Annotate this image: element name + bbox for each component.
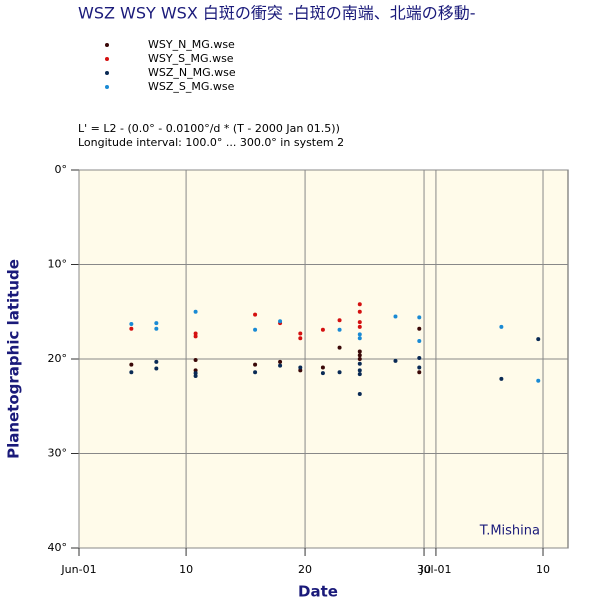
point bbox=[320, 365, 325, 370]
legend-label: WSZ_N_MG.wse bbox=[148, 66, 236, 79]
point bbox=[193, 309, 198, 314]
y-tick-label: 0° bbox=[55, 163, 68, 176]
point bbox=[357, 336, 362, 341]
point bbox=[253, 312, 258, 317]
point bbox=[154, 321, 159, 326]
legend-label: WSZ_S_MG.wse bbox=[148, 80, 235, 93]
subtitle: L' = L2 - (0.0° - 0.0100°/d * (T - 2000 … bbox=[78, 122, 340, 135]
point bbox=[417, 326, 422, 331]
point bbox=[129, 362, 134, 367]
point bbox=[499, 324, 504, 329]
y-axis-label: Planetographic latitude bbox=[5, 259, 23, 459]
point bbox=[357, 361, 362, 366]
point bbox=[499, 376, 504, 381]
point bbox=[357, 353, 362, 358]
point bbox=[253, 327, 258, 332]
point bbox=[536, 337, 541, 342]
point bbox=[154, 359, 159, 364]
x-axis-label: Date bbox=[298, 583, 338, 601]
point bbox=[154, 326, 159, 331]
y-tick-label: 10° bbox=[48, 258, 68, 271]
x-tick-label: 10 bbox=[536, 563, 550, 576]
point bbox=[278, 363, 283, 368]
y-tick-label: 40° bbox=[48, 541, 68, 554]
point bbox=[278, 359, 283, 364]
y-tick-label: 30° bbox=[48, 447, 68, 460]
point bbox=[417, 370, 422, 375]
x-tick-label: 20 bbox=[298, 563, 312, 576]
point bbox=[253, 370, 258, 375]
point bbox=[417, 339, 422, 344]
legend-marker bbox=[105, 43, 109, 47]
point bbox=[154, 366, 159, 371]
point bbox=[193, 357, 198, 362]
point bbox=[253, 362, 258, 367]
point bbox=[393, 314, 398, 319]
x-tick-label: 30 bbox=[417, 563, 431, 576]
point bbox=[337, 318, 342, 323]
point bbox=[298, 365, 303, 370]
point bbox=[298, 368, 303, 373]
point bbox=[337, 345, 342, 350]
point bbox=[417, 356, 422, 361]
point bbox=[193, 371, 198, 376]
point bbox=[298, 331, 303, 336]
annotation: T.Mishina bbox=[479, 524, 540, 539]
point bbox=[337, 370, 342, 375]
point bbox=[298, 336, 303, 341]
x-tick-label: Jun-01 bbox=[60, 563, 96, 576]
legend-marker bbox=[105, 71, 109, 75]
y-tick-label: 20° bbox=[48, 352, 68, 365]
legend-label: WSY_N_MG.wse bbox=[148, 38, 235, 51]
point bbox=[193, 374, 198, 379]
point bbox=[320, 371, 325, 376]
point bbox=[357, 324, 362, 329]
point bbox=[193, 368, 198, 373]
legend-label: WSY_S_MG.wse bbox=[148, 52, 234, 65]
point bbox=[357, 372, 362, 377]
legend-marker bbox=[105, 85, 109, 89]
x-tick-label: Jul-01 bbox=[419, 563, 451, 576]
point bbox=[417, 365, 422, 370]
point bbox=[536, 378, 541, 383]
point bbox=[357, 357, 362, 361]
point bbox=[193, 334, 198, 339]
point bbox=[357, 349, 362, 354]
legend-marker bbox=[105, 57, 109, 61]
point bbox=[357, 368, 362, 373]
point bbox=[320, 327, 325, 332]
chart-title: WSZ WSY WSX 白斑の衝突 -白斑の南端、北端の移動- bbox=[78, 4, 476, 23]
point bbox=[337, 327, 342, 332]
point bbox=[357, 309, 362, 314]
subtitle: Longitude interval: 100.0° ... 300.0° in… bbox=[78, 136, 344, 149]
point bbox=[278, 319, 283, 324]
point bbox=[357, 391, 362, 396]
point bbox=[357, 302, 362, 307]
point bbox=[129, 322, 134, 327]
point bbox=[357, 332, 362, 337]
point bbox=[417, 315, 422, 320]
point bbox=[193, 331, 198, 336]
point bbox=[393, 358, 398, 363]
point bbox=[129, 370, 134, 375]
point bbox=[129, 326, 134, 331]
x-tick-label: 10 bbox=[179, 563, 193, 576]
point bbox=[357, 320, 362, 325]
